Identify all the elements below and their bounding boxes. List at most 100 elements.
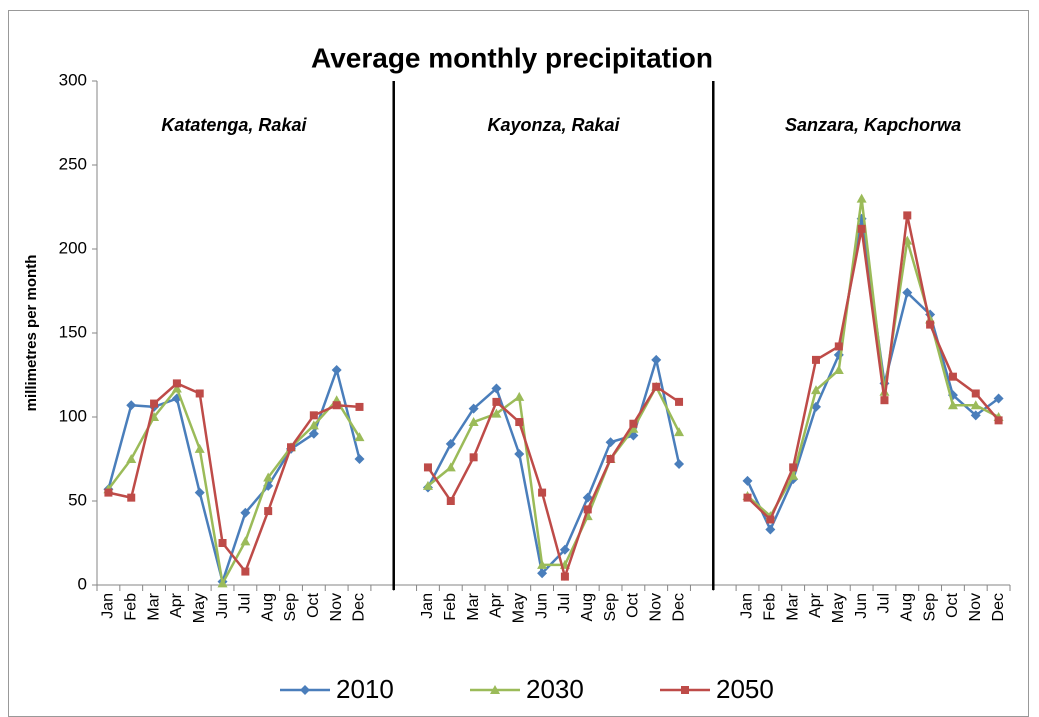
data-point xyxy=(194,443,205,453)
data-point xyxy=(834,342,843,351)
data-point xyxy=(993,393,1004,404)
legend-item: 2010 xyxy=(280,674,394,704)
data-point xyxy=(970,400,981,410)
data-point xyxy=(308,428,319,439)
x-tick-label: Feb xyxy=(762,593,779,621)
x-tick-label: May xyxy=(191,593,208,623)
data-point xyxy=(629,419,638,428)
panel-label: Sanzara, Kapchorwa xyxy=(785,115,961,135)
x-tick-label: Feb xyxy=(442,593,459,621)
x-tick-label: Nov xyxy=(647,593,664,621)
x-tick-label: Jun xyxy=(853,593,870,619)
x-tick-label: Aug xyxy=(259,593,276,621)
data-point xyxy=(810,385,821,395)
y-tick-label: 300 xyxy=(59,70,87,89)
data-point xyxy=(605,437,616,448)
data-point xyxy=(127,493,136,502)
x-tick-label: May xyxy=(830,593,847,623)
x-tick-label: Apr xyxy=(488,592,505,618)
y-tick-label: 150 xyxy=(59,322,87,341)
legend-marker xyxy=(300,685,310,695)
data-point xyxy=(789,463,798,472)
data-point xyxy=(195,389,204,398)
data-point xyxy=(743,493,752,502)
data-point xyxy=(560,572,569,581)
data-point xyxy=(971,389,980,398)
x-tick-label: Sep xyxy=(282,593,299,622)
x-tick-label: Jan xyxy=(100,593,117,619)
data-point xyxy=(104,488,113,497)
legend-marker xyxy=(681,686,689,694)
data-point xyxy=(652,382,661,391)
data-point xyxy=(766,515,775,524)
x-tick-label: Jul xyxy=(876,593,893,613)
data-point xyxy=(218,539,227,547)
data-point xyxy=(423,463,432,472)
data-point xyxy=(947,400,958,410)
data-point xyxy=(970,410,981,421)
data-point xyxy=(582,492,593,503)
data-point xyxy=(674,459,685,470)
data-point xyxy=(172,379,181,388)
x-tick-label: Dec xyxy=(990,593,1007,621)
data-point xyxy=(194,487,205,498)
data-point xyxy=(446,497,455,505)
data-point xyxy=(150,399,159,408)
x-tick-label: Jun xyxy=(214,593,231,619)
data-point xyxy=(171,383,182,393)
x-tick-label: Oct xyxy=(625,592,642,617)
data-point xyxy=(126,454,137,463)
x-tick-label: Oct xyxy=(305,592,322,617)
data-point xyxy=(606,455,615,463)
x-tick-label: Nov xyxy=(967,593,984,621)
panel-label: Katatenga, Rakai xyxy=(161,115,307,135)
x-tick-label: Apr xyxy=(168,592,185,618)
x-tick-label: Dec xyxy=(670,593,687,621)
legend-item: 2050 xyxy=(660,674,774,704)
data-point xyxy=(287,443,296,452)
data-point xyxy=(126,400,137,411)
x-tick-label: Sep xyxy=(921,593,938,622)
data-point xyxy=(240,507,251,518)
data-point xyxy=(651,354,662,365)
data-point xyxy=(583,505,592,514)
data-point xyxy=(469,453,478,462)
x-tick-label: Jan xyxy=(419,593,436,619)
data-point xyxy=(537,568,548,579)
data-point xyxy=(811,355,820,364)
x-tick-label: Apr xyxy=(807,592,824,618)
data-point xyxy=(514,448,525,459)
x-tick-label: Jun xyxy=(533,593,550,619)
data-point xyxy=(217,578,228,588)
data-point xyxy=(948,372,957,381)
x-tick-label: Aug xyxy=(579,593,596,621)
data-point xyxy=(742,475,753,486)
data-point xyxy=(538,488,547,497)
legend-marker xyxy=(490,685,500,694)
data-point xyxy=(355,402,364,411)
y-tick-label: 50 xyxy=(68,490,87,509)
data-point xyxy=(675,397,684,406)
data-point xyxy=(833,364,844,374)
y-tick-label: 250 xyxy=(59,154,87,173)
data-point xyxy=(354,432,365,442)
data-point xyxy=(264,507,273,516)
data-point xyxy=(857,224,866,233)
data-point xyxy=(445,438,456,449)
x-tick-label: Nov xyxy=(328,593,345,621)
legend-item: 2030 xyxy=(470,674,584,704)
legend-label: 2010 xyxy=(336,674,394,704)
data-point xyxy=(468,417,479,427)
data-point xyxy=(810,401,821,412)
data-point xyxy=(559,544,570,555)
data-point xyxy=(674,427,685,437)
data-point xyxy=(926,320,935,329)
data-point xyxy=(422,480,433,490)
x-tick-label: Sep xyxy=(602,593,619,622)
data-point xyxy=(308,420,319,430)
data-point xyxy=(331,364,342,375)
x-tick-label: Jan xyxy=(739,593,756,619)
data-point xyxy=(354,454,365,464)
x-tick-label: Mar xyxy=(145,592,162,620)
